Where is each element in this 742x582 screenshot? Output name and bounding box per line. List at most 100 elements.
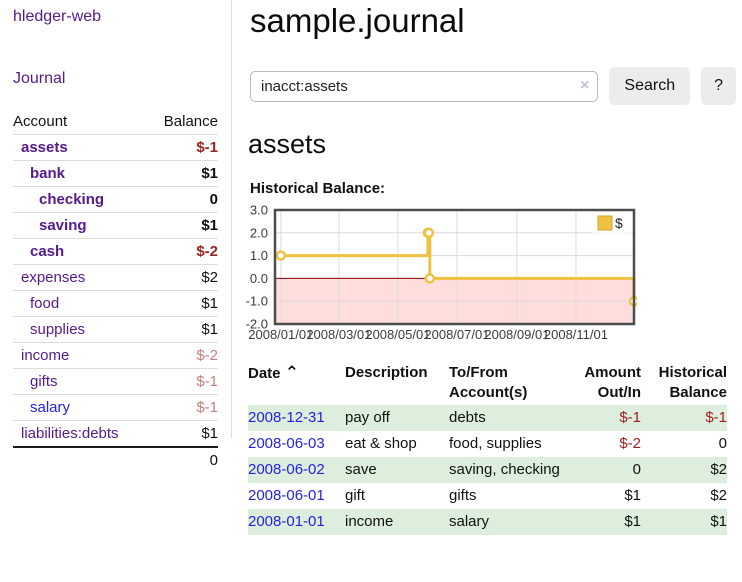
account-row: bank $1 [13, 161, 218, 187]
account-link[interactable]: assets [21, 139, 68, 156]
accounts-total-row: 0 [13, 447, 218, 473]
accounts-table: Account Balance assets $-1 bank $1 checking 0… [13, 109, 218, 473]
account-row: supplies $1 [13, 317, 218, 343]
transaction-description: income [345, 513, 394, 530]
account-balance: $-1 [196, 399, 218, 416]
sidebar-item-journal[interactable]: Journal [13, 70, 66, 87]
transaction-description: pay off [345, 409, 390, 426]
historical-balance-chart[interactable]: $3.0 2.0 1.0 0.0 -1.0 -2.02008/01/012008/03/0… [245, 202, 637, 347]
x-tick-label: 2008/05/01 [365, 327, 430, 342]
transaction-row: 2008-06-01 gift gifts $1 $2 [248, 483, 727, 509]
accounts-total-balance: 0 [209, 452, 218, 469]
transactions-table: Date ⌃ Description To/From Account(s) Am… [248, 361, 727, 535]
x-tick-label: 2008/01/01 [248, 327, 313, 342]
account-link[interactable]: food [30, 295, 60, 312]
account-link[interactable]: bank [30, 165, 66, 182]
account-row: income $-2 [13, 343, 218, 369]
account-link[interactable]: supplies [30, 321, 86, 338]
chart-title: Historical Balance: [250, 180, 386, 197]
account-balance: $1 [201, 295, 218, 312]
account-link[interactable]: liabilities:debts [21, 425, 119, 442]
account-link[interactable]: checking [39, 191, 105, 208]
account-balance: $1 [201, 425, 218, 442]
transaction-description: save [345, 461, 377, 478]
x-tick-label: 2008/09/01 [484, 327, 549, 342]
account-link[interactable]: gifts [30, 373, 58, 390]
transactions-header-row: Date ⌃ Description To/From Account(s) Am… [248, 361, 727, 405]
account-link[interactable]: expenses [21, 269, 86, 286]
help-button[interactable]: ? [701, 67, 736, 105]
transaction-row: 2008-06-02 save saving, checking 0 $2 [248, 457, 727, 483]
account-heading: assets [248, 129, 327, 159]
account-balance: $1 [201, 321, 218, 338]
clear-search-icon[interactable]: × [580, 76, 590, 94]
account-balance: $1 [201, 165, 218, 182]
account-link[interactable]: salary [30, 399, 71, 416]
transaction-date-link[interactable]: 2008-06-01 [248, 487, 325, 504]
transaction-amount: 0 [632, 461, 641, 478]
transaction-amount: $-1 [619, 409, 641, 426]
search-input[interactable] [250, 70, 599, 102]
legend-label: $ [615, 215, 623, 231]
search-button[interactable]: Search [609, 67, 691, 105]
transaction-row: 2008-12-31 pay off debts $-1 $-1 [248, 405, 727, 431]
account-row: gifts $-1 [13, 369, 218, 395]
transaction-accounts: debts [449, 409, 486, 426]
account-row: salary $-1 [13, 395, 218, 421]
account-balance: $1 [201, 217, 218, 234]
data-point[interactable] [275, 250, 287, 261]
data-point[interactable] [423, 227, 435, 239]
x-tick-label: 2008/11/01 [544, 327, 608, 342]
account-row: food $1 [13, 291, 218, 317]
plot-border [273, 208, 636, 326]
transaction-amount: $-2 [619, 435, 641, 452]
app-title-link[interactable]: hledger-web [13, 8, 102, 25]
x-tick-label: 2008/03/01 [306, 327, 371, 342]
transaction-accounts: saving, checking [449, 461, 560, 478]
y-tick-label: 3.0 [250, 203, 268, 218]
page-title: sample.journal [250, 2, 465, 39]
account-row: cash $-2 [13, 239, 218, 265]
transaction-balance: 0 [718, 435, 727, 452]
col-date[interactable]: Date ⌃ [248, 363, 299, 382]
transaction-accounts: salary [449, 513, 490, 530]
accounts-header-row: Account Balance [13, 109, 218, 135]
col-accounts: To/From Account(s) [449, 364, 528, 401]
transaction-date-link[interactable]: 2008-12-31 [248, 409, 325, 426]
account-balance: $-2 [196, 243, 218, 260]
account-link[interactable]: income [21, 347, 70, 364]
data-point[interactable] [424, 273, 436, 284]
y-tick-label: 0.0 [250, 271, 268, 286]
x-tick-label: 2008/07/01 [424, 327, 489, 342]
account-balance: $-1 [196, 139, 218, 156]
main-content: sample.journal × Search ? assets Histori… [246, 0, 736, 535]
y-tick-label: 1.0 [250, 248, 268, 263]
transaction-balance: $1 [710, 513, 727, 530]
transaction-accounts: gifts [449, 487, 477, 504]
col-amount: Amount Out/In [584, 364, 641, 401]
transaction-description: gift [345, 487, 366, 504]
sort-asc-icon: ⌃ [284, 363, 299, 382]
account-link[interactable]: cash [30, 243, 65, 260]
y-tick-label: -2.0 [246, 317, 268, 332]
transaction-date-link[interactable]: 2008-06-03 [248, 435, 325, 452]
transaction-row: 2008-06-03 eat & shop food, supplies $-2 0 [248, 431, 727, 457]
transaction-amount: $1 [624, 487, 641, 504]
transaction-amount: $1 [624, 513, 641, 530]
account-row: expenses $2 [13, 265, 218, 291]
transaction-row: 2008-01-01 income salary $1 $1 [248, 509, 727, 535]
transaction-description: eat & shop [345, 435, 417, 452]
accounts-col-account: Account [13, 113, 68, 130]
account-balance: $2 [201, 269, 218, 286]
transaction-date-link[interactable]: 2008-01-01 [248, 513, 325, 530]
transaction-accounts: food, supplies [449, 435, 542, 452]
transaction-date-link[interactable]: 2008-06-02 [248, 461, 325, 478]
account-row: liabilities:debts $1 [13, 421, 218, 447]
account-row: saving $1 [13, 213, 218, 239]
account-link[interactable]: saving [39, 217, 87, 234]
transaction-balance: $-1 [705, 409, 727, 426]
account-row: assets $-1 [13, 135, 218, 161]
y-tick-label: -1.0 [246, 294, 268, 309]
accounts-col-balance: Balance [163, 113, 218, 130]
account-balance: $-1 [196, 373, 218, 390]
